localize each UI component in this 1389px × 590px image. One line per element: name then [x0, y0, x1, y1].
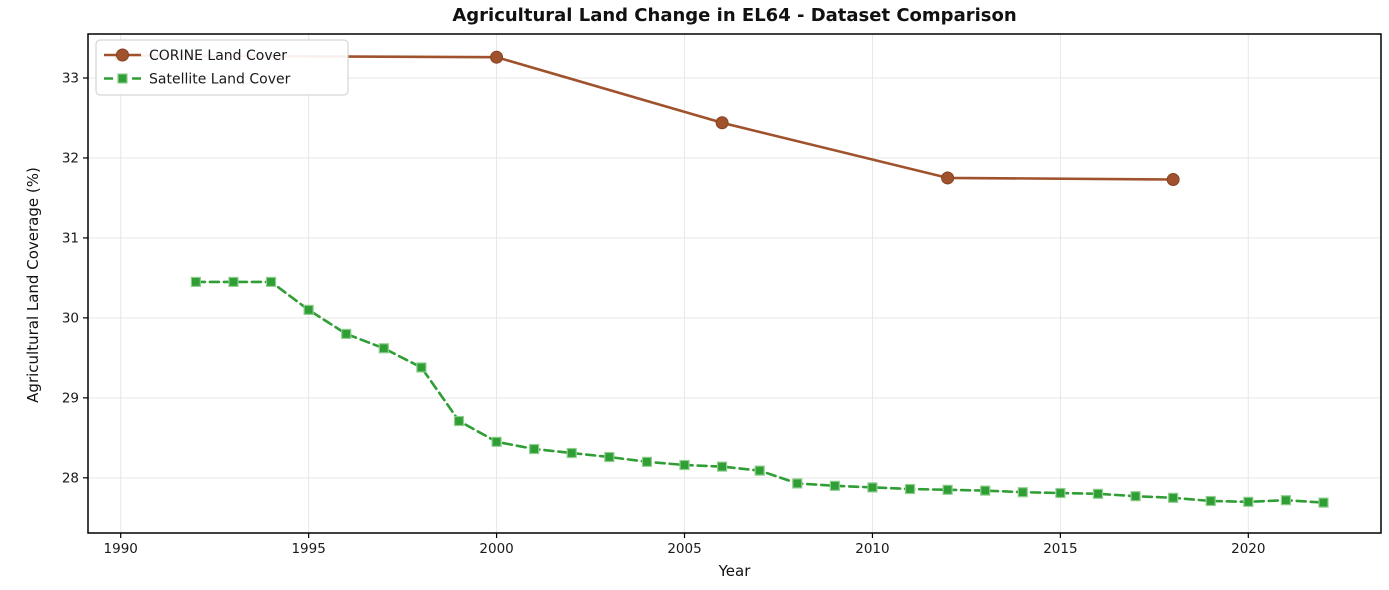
data-point-square [792, 478, 803, 489]
y-tick-label: 33 [62, 70, 79, 86]
x-tick-label: 2010 [855, 541, 889, 557]
data-point-square [566, 447, 577, 459]
data-point-square [190, 276, 201, 288]
data-point-square [453, 415, 465, 427]
data-point-square [754, 465, 765, 476]
x-tick-label: 2000 [479, 541, 513, 557]
data-point-square [904, 483, 916, 495]
data-point-square [228, 276, 239, 288]
data-point-square [1318, 497, 1329, 508]
data-point-square [1205, 495, 1216, 507]
data-point-square [829, 480, 840, 491]
data-point-square [303, 304, 314, 315]
plot-frame [87, 33, 1382, 534]
y-tick-label: 29 [62, 390, 79, 406]
data-point-square [679, 459, 690, 471]
data-point-circle [1166, 173, 1180, 187]
legend-item-label: CORINE Land Cover [149, 48, 287, 64]
data-point-square [529, 443, 540, 455]
data-point-square [416, 362, 427, 373]
data-point-square [980, 485, 991, 496]
data-point-square [1130, 491, 1141, 502]
data-point-square [1092, 488, 1104, 499]
data-point-square [1168, 492, 1179, 503]
data-point-square [716, 461, 728, 472]
legend-item-label: Satellite Land Cover [149, 72, 291, 88]
data-point-square [1055, 487, 1066, 499]
x-tick-label: 2020 [1231, 541, 1265, 557]
data-point-square [341, 328, 352, 339]
x-tick-label: 1995 [291, 541, 325, 557]
x-tick-label: 2005 [667, 541, 701, 557]
data-point-square [1243, 496, 1254, 507]
legend-sample-marker [116, 48, 129, 62]
legend-sample-marker [117, 73, 128, 84]
data-point-circle [490, 50, 504, 64]
legend-box [95, 39, 349, 96]
data-point-square [1280, 495, 1292, 506]
x-tick-label: 2015 [1043, 541, 1077, 557]
data-point-square [265, 276, 277, 288]
data-point-square [641, 456, 653, 467]
data-point-circle [715, 116, 729, 130]
chart-title: Agricultural Land Change in EL64 - Datas… [452, 5, 1017, 26]
y-tick-label: 30 [62, 310, 79, 326]
y-tick-label: 32 [62, 150, 79, 166]
data-point-square [378, 343, 389, 354]
y-tick-label: 28 [62, 470, 79, 486]
data-point-square [867, 482, 878, 493]
data-point-square [1017, 487, 1028, 498]
x-tick-label: 1990 [104, 541, 138, 557]
x-axis-label: Year [718, 562, 751, 580]
data-point-circle [941, 171, 955, 185]
legend: CORINE Land Cover Satellite Land Cover [95, 39, 349, 96]
y-tick-label: 31 [62, 230, 79, 246]
data-point-square [942, 484, 953, 495]
data-point-square [604, 451, 615, 463]
data-point-square [491, 436, 502, 447]
